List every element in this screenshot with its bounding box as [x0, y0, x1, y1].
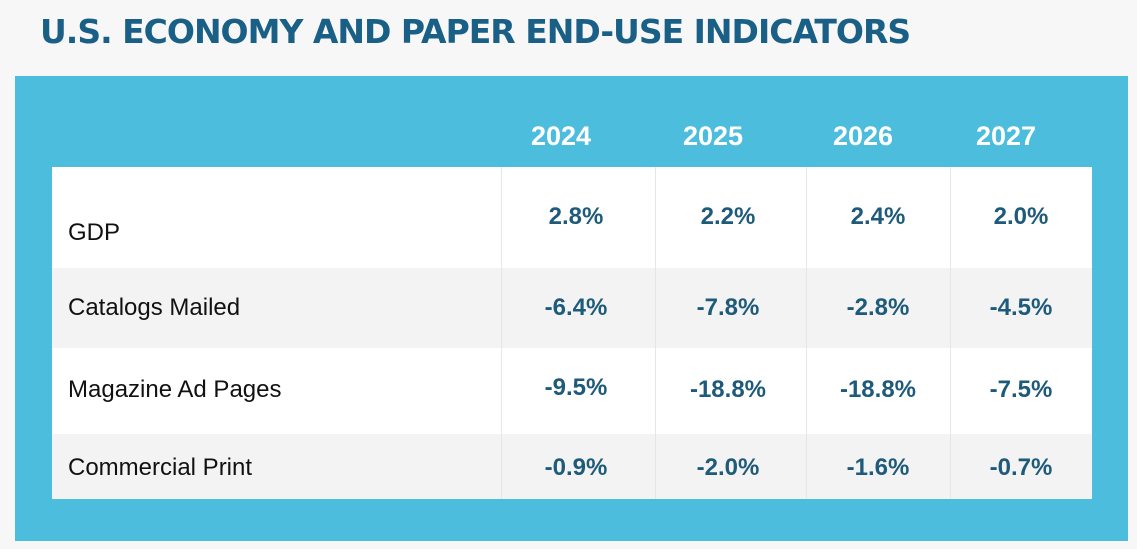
column-divider: [806, 167, 807, 499]
cell-commercial-2025: -2.0%: [696, 454, 760, 481]
row-label: Magazine Ad Pages: [68, 376, 282, 403]
cell-commercial-2024: -0.9%: [544, 454, 608, 481]
row-label: Commercial Print: [68, 454, 253, 481]
table-row-gdp: GDP 2.8% 2.2% 2.4% 2.0%: [52, 167, 1092, 268]
cell-magazine-2026: -18.8%: [839, 376, 917, 403]
table-row-catalogs-mailed: Catalogs Mailed -6.4% -7.8% -2.8% -4.5%: [52, 268, 1092, 348]
column-divider: [950, 167, 951, 499]
cell-commercial-2027: -0.7%: [989, 454, 1053, 481]
cell-gdp-2024: 2.8%: [548, 203, 604, 230]
cell-catalogs-2025: -7.8%: [696, 294, 760, 321]
cell-catalogs-2026: -2.8%: [846, 294, 910, 321]
indicators-panel: 2024 2025 2026 2027 GDP 2.8% 2.2% 2.4% 2…: [15, 76, 1128, 541]
column-header-2025: 2025: [682, 121, 744, 151]
cell-magazine-2024: -9.5%: [544, 374, 608, 401]
column-header-2026: 2026: [832, 121, 894, 151]
cell-gdp-2027: 2.0%: [993, 203, 1049, 230]
row-label: GDP: [68, 219, 121, 246]
cell-catalogs-2027: -4.5%: [989, 294, 1053, 321]
cell-magazine-2025: -18.8%: [689, 376, 767, 403]
column-divider: [501, 167, 502, 499]
table-row-commercial-print: Commercial Print -0.9% -2.0% -1.6% -0.7%: [52, 434, 1092, 499]
row-label: Catalogs Mailed: [68, 294, 241, 321]
indicators-table: GDP 2.8% 2.2% 2.4% 2.0% Catalogs Mailed …: [52, 167, 1092, 499]
table-row-magazine-ad-pages: Magazine Ad Pages -9.5% -18.8% -18.8% -7…: [52, 348, 1092, 434]
cell-gdp-2026: 2.4%: [850, 203, 906, 230]
page-title: U.S. ECONOMY AND PAPER END-USE INDICATOR…: [40, 12, 911, 51]
cell-magazine-2027: -7.5%: [989, 376, 1053, 403]
cell-commercial-2026: -1.6%: [846, 454, 910, 481]
column-header-2024: 2024: [530, 121, 592, 151]
cell-gdp-2025: 2.2%: [700, 203, 756, 230]
column-divider: [655, 167, 656, 499]
cell-catalogs-2024: -6.4%: [544, 294, 608, 321]
column-header-2027: 2027: [975, 121, 1037, 151]
